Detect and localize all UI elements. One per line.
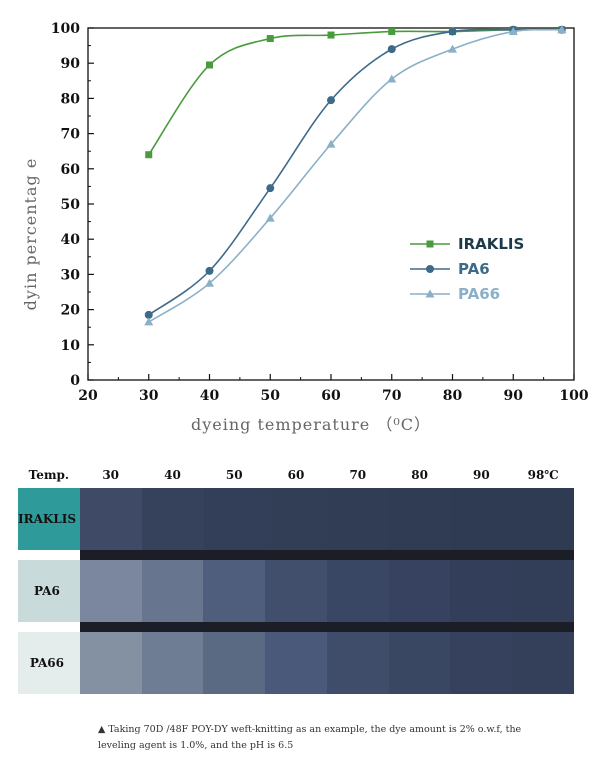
y-tick-label: 50 [61, 197, 81, 213]
plot-frame [87, 27, 575, 381]
swatch-row-iraklis: IRAKLIS [18, 488, 574, 550]
y-tick-label: 20 [61, 303, 81, 319]
data-point-iraklis [145, 151, 153, 159]
dye-swatch [450, 560, 513, 622]
dye-swatch-table: Temp. 30 40 50 60 70 80 90 98℃ IRAKLIS P… [18, 462, 575, 694]
x-tick-label: 20 [78, 388, 98, 404]
data-point-pa6 [144, 310, 153, 319]
dye-swatch [141, 632, 204, 694]
dye-swatch [141, 560, 204, 622]
series-line-pa66 [148, 28, 562, 323]
dye-swatch [265, 632, 327, 694]
y-tick-label: 10 [61, 338, 81, 354]
x-axis-title: dyeing temperature （⁰C） [191, 415, 431, 434]
temp-header-cell: 30 [102, 468, 120, 482]
dye-swatch [203, 488, 266, 550]
swatch-row-pa6: PA6 [18, 560, 575, 622]
temp-header-cell: 90 [473, 468, 490, 482]
data-point-pa66 [205, 278, 214, 287]
data-point-pa66 [265, 213, 275, 222]
dye-swatch [80, 488, 142, 550]
y-tick-label: 0 [70, 373, 80, 389]
data-point-pa6 [387, 45, 396, 54]
y-tick-label: 90 [61, 56, 81, 72]
data-point-pa66 [557, 25, 567, 34]
x-tick-label: 100 [559, 388, 588, 404]
x-tick-label: 30 [139, 388, 159, 404]
x-tick-label: 80 [443, 388, 463, 404]
row-separator [80, 550, 574, 560]
x-tick-label: 50 [261, 388, 281, 404]
y-tick-label: 70 [61, 127, 81, 143]
chart-svg: 20 30 40 50 60 70 80 90 100 0 10 20 30 40 50 60 70 80 90 10… [21, 21, 589, 434]
temp-header: Temp. [28, 468, 70, 482]
legend-marker-pa66 [425, 289, 435, 298]
x-tick-label: 90 [504, 388, 524, 404]
table-header-row: Temp. 30 40 50 60 70 80 90 98℃ [18, 462, 574, 488]
dye-swatch [326, 560, 389, 622]
temp-header-cell: 40 [164, 468, 181, 482]
data-point-iraklis [327, 31, 335, 39]
dye-swatch [326, 632, 389, 694]
swatch-row-pa66: PA66 [18, 632, 575, 694]
y-tick-label: 100 [51, 21, 80, 37]
row-label-pa6: PA6 [18, 560, 80, 622]
legend-label-pa66: PA66 [458, 285, 500, 303]
legend-label-iraklis: IRAKLIS [458, 235, 524, 253]
y-tick-label: 80 [61, 91, 81, 107]
y-tick-label: 40 [61, 232, 81, 248]
data-point-pa66 [387, 74, 397, 83]
temp-header-cell: 60 [287, 468, 305, 482]
dye-swatch [265, 560, 327, 622]
data-point-pa66 [326, 139, 336, 148]
x-tick-label: 40 [200, 388, 220, 404]
temp-header-cell: 80 [411, 468, 428, 482]
y-tick-label: 30 [61, 267, 81, 283]
dye-swatch [79, 632, 142, 694]
data-point-iraklis [388, 28, 396, 36]
dye-swatch [265, 488, 327, 550]
dye-swatch [203, 632, 266, 694]
data-point-pa6 [448, 27, 457, 36]
dye-swatch [203, 560, 266, 622]
y-tick-label: 60 [61, 162, 81, 178]
temp-header-cell: 50 [225, 468, 243, 482]
dye-swatch [388, 560, 451, 622]
temp-header-cell: 98℃ [527, 468, 559, 482]
row-label-iraklis: IRAKLIS [18, 488, 80, 550]
data-point-pa66 [448, 44, 457, 53]
dye-swatch [512, 632, 575, 694]
legend-marker-pa6 [426, 265, 434, 273]
data-point-pa6 [327, 96, 335, 105]
legend-label-pa6: PA6 [458, 260, 490, 278]
dye-swatch [450, 488, 513, 550]
dye-swatch [79, 560, 142, 622]
data-point-iraklis [206, 61, 213, 69]
data-point-iraklis [266, 35, 274, 43]
dye-swatch [450, 632, 513, 694]
dye-swatch [141, 488, 204, 550]
series-line-pa6 [148, 28, 562, 316]
data-point-pa6 [266, 184, 275, 193]
dye-swatch [512, 488, 574, 550]
data-point-pa66 [144, 317, 154, 326]
legend-marker-iraklis [426, 240, 434, 248]
temp-header-cell: 70 [349, 468, 367, 482]
dyeing-chart: 20 30 40 50 60 70 80 90 100 0 10 20 30 40 50 60 70 80 90 10… [21, 21, 589, 434]
row-separator [80, 622, 574, 632]
data-point-pa66 [508, 27, 518, 36]
dye-swatch [512, 560, 575, 622]
data-point-pa6 [205, 266, 214, 275]
x-tick-label: 60 [321, 388, 341, 404]
dye-swatch [388, 632, 451, 694]
series-line-iraklis [148, 28, 562, 156]
figure-caption: ▲ Taking 70D /48F POY-DY weft-knitting a… [98, 724, 522, 751]
dye-swatch [327, 488, 389, 550]
y-axis-title: dyin percentag e [21, 158, 40, 311]
row-label-pa66: PA66 [18, 632, 80, 694]
x-tick-label: 70 [382, 388, 402, 404]
dye-swatch [388, 488, 451, 550]
